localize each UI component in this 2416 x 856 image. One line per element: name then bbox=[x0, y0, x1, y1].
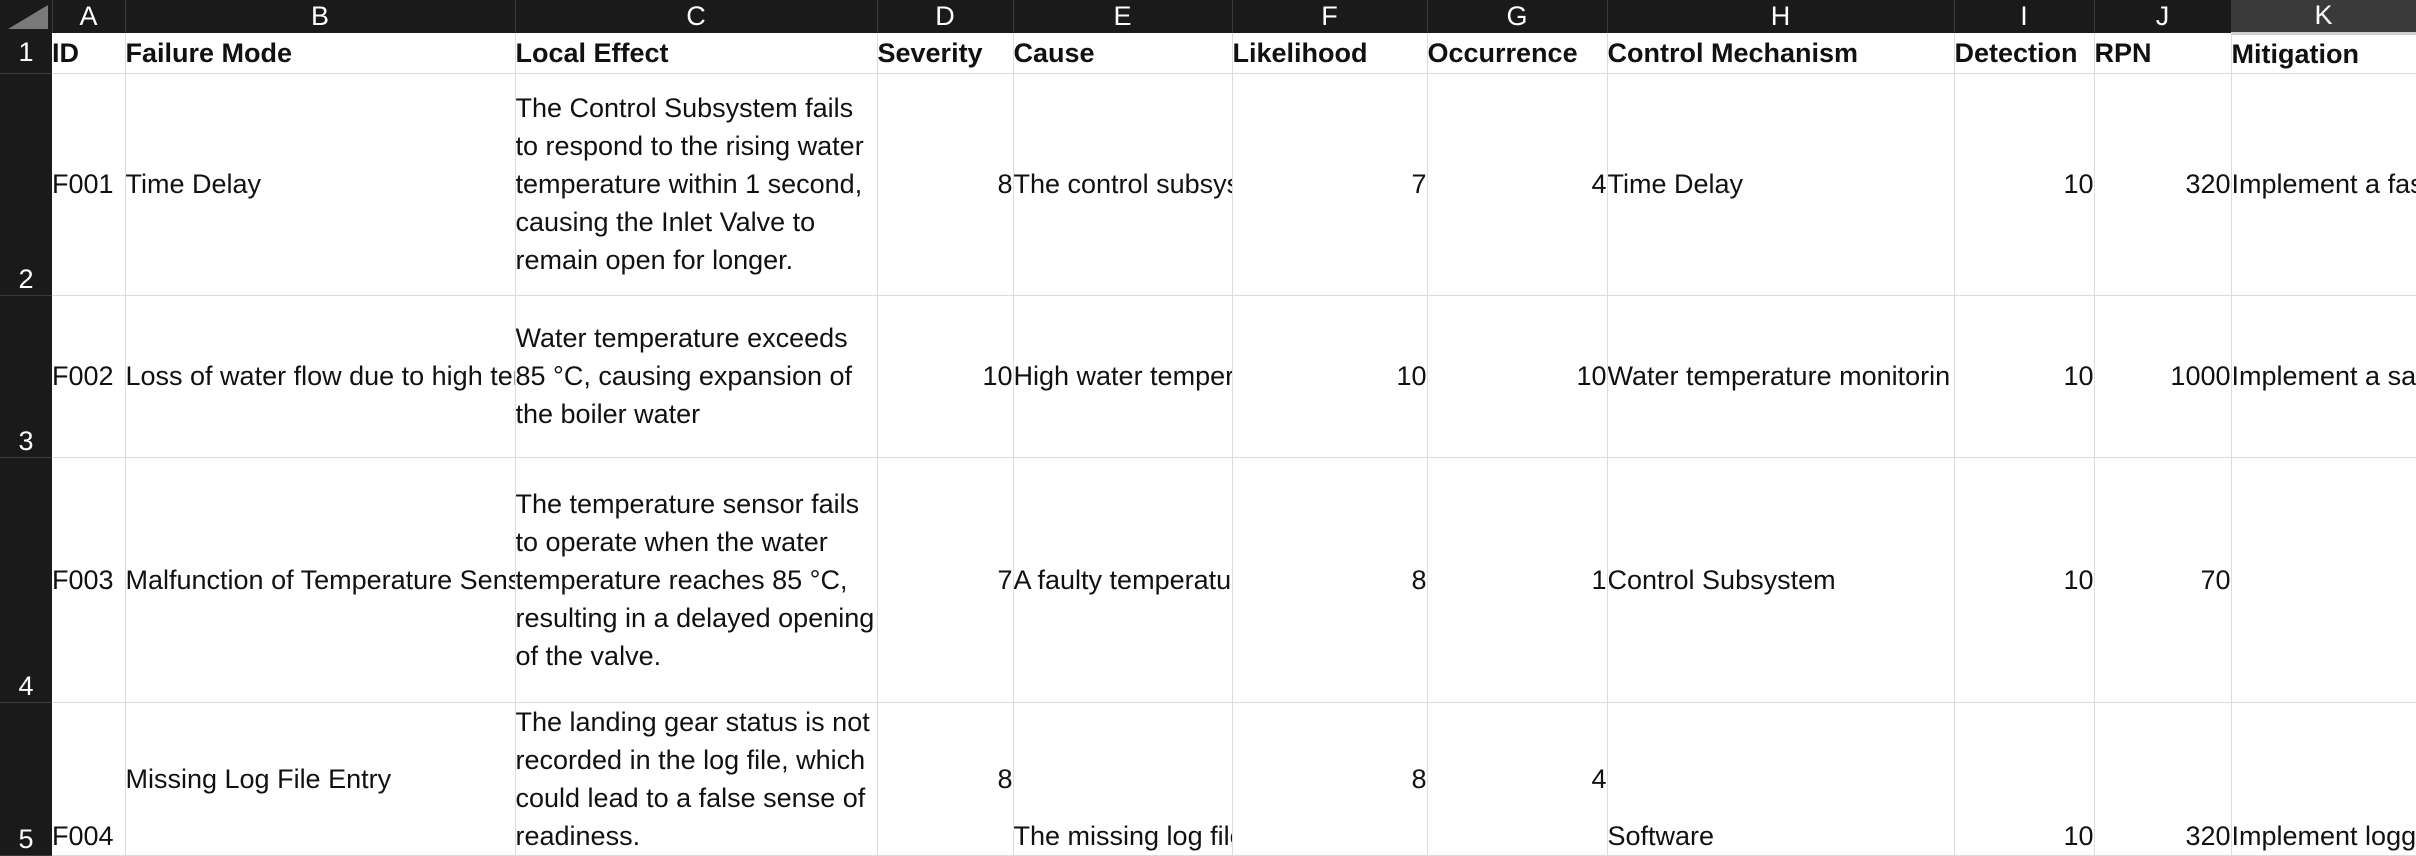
cell-occurrence[interactable]: 10 bbox=[1427, 295, 1608, 458]
column-header-row: A B C D E F G H I J K bbox=[0, 0, 2416, 35]
cell-control-mechanism[interactable]: Water temperature monitorin bbox=[1607, 295, 1955, 458]
table-row: 2 F001 Time Delay The Control Subsystem … bbox=[0, 73, 2416, 296]
row-header-1[interactable]: 1 bbox=[0, 33, 52, 74]
cell-occurrence[interactable]: 4 bbox=[1427, 702, 1608, 856]
column-header-c[interactable]: C bbox=[515, 0, 878, 33]
cell-occurrence[interactable]: 1 bbox=[1427, 457, 1608, 703]
cell-id[interactable]: F001 bbox=[52, 73, 126, 296]
header-cell-rpn[interactable]: RPN bbox=[2094, 33, 2232, 74]
header-cell-detection[interactable]: Detection bbox=[1954, 33, 2095, 74]
column-header-j[interactable]: J bbox=[2094, 0, 2232, 33]
cell-mitigation[interactable] bbox=[2231, 457, 2416, 703]
cell-detection[interactable]: 10 bbox=[1954, 73, 2095, 296]
row-header-5[interactable]: 5 bbox=[0, 702, 52, 856]
row-header-4[interactable]: 4 bbox=[0, 457, 52, 703]
cell-failure-mode[interactable]: Missing Log File Entry bbox=[125, 702, 516, 856]
cell-rpn[interactable]: 320 bbox=[2094, 702, 2232, 856]
cell-detection[interactable]: 10 bbox=[1954, 295, 2095, 458]
column-header-f[interactable]: F bbox=[1232, 0, 1428, 33]
cell-severity[interactable]: 10 bbox=[877, 295, 1014, 458]
table-row: 4 F003 Malfunction of Temperature Sens T… bbox=[0, 457, 2416, 703]
cell-detection[interactable]: 10 bbox=[1954, 457, 2095, 703]
table-row: 3 F002 Loss of water flow due to high te… bbox=[0, 295, 2416, 458]
select-all-triangle-icon bbox=[7, 5, 48, 29]
cell-occurrence[interactable]: 4 bbox=[1427, 73, 1608, 296]
header-cell-local-effect[interactable]: Local Effect bbox=[515, 33, 878, 74]
header-cell-occurrence[interactable]: Occurrence bbox=[1427, 33, 1608, 74]
cell-id[interactable]: F003 bbox=[52, 457, 126, 703]
cell-cause[interactable]: The missing log file bbox=[1013, 702, 1233, 856]
cell-local-effect[interactable]: The landing gear status is not recorded … bbox=[515, 702, 878, 856]
header-cell-failure-mode[interactable]: Failure Mode bbox=[125, 33, 516, 74]
row-header-2[interactable]: 2 bbox=[0, 73, 52, 296]
row-header-3[interactable]: 3 bbox=[0, 295, 52, 458]
cell-severity[interactable]: 8 bbox=[877, 702, 1014, 856]
cell-failure-mode[interactable]: Time Delay bbox=[125, 73, 516, 296]
header-cell-severity[interactable]: Severity bbox=[877, 33, 1014, 74]
cell-local-effect[interactable]: The Control Subsystem fails to respond t… bbox=[515, 73, 878, 296]
select-all-corner[interactable] bbox=[0, 0, 53, 33]
cell-likelihood[interactable]: 8 bbox=[1232, 702, 1428, 856]
cell-cause[interactable]: A faulty temperatu bbox=[1013, 457, 1233, 703]
cell-id[interactable]: F004 bbox=[52, 702, 126, 856]
cell-failure-mode[interactable]: Malfunction of Temperature Sens bbox=[125, 457, 516, 703]
column-header-i[interactable]: I bbox=[1954, 0, 2095, 33]
cell-likelihood[interactable]: 10 bbox=[1232, 295, 1428, 458]
cell-severity[interactable]: 7 bbox=[877, 457, 1014, 703]
cell-rpn[interactable]: 70 bbox=[2094, 457, 2232, 703]
cell-mitigation[interactable]: Implement a saf bbox=[2231, 295, 2416, 458]
cell-control-mechanism[interactable]: Time Delay bbox=[1607, 73, 1955, 296]
cell-control-mechanism[interactable]: Software bbox=[1607, 702, 1955, 856]
cell-control-mechanism[interactable]: Control Subsystem bbox=[1607, 457, 1955, 703]
header-cell-control-mechanism[interactable]: Control Mechanism bbox=[1607, 33, 1955, 74]
header-cell-likelihood[interactable]: Likelihood bbox=[1232, 33, 1428, 74]
cell-cause[interactable]: The control subsys bbox=[1013, 73, 1233, 296]
column-header-d[interactable]: D bbox=[877, 0, 1014, 33]
cell-mitigation[interactable]: Implement a fas bbox=[2231, 73, 2416, 296]
column-header-g[interactable]: G bbox=[1427, 0, 1608, 33]
cell-cause[interactable]: High water temper bbox=[1013, 295, 1233, 458]
cell-local-effect[interactable]: The temperature sensor fails to operate … bbox=[515, 457, 878, 703]
table-row: 1 ID Failure Mode Local Effect Severity … bbox=[0, 33, 2416, 74]
cell-likelihood[interactable]: 8 bbox=[1232, 457, 1428, 703]
cell-mitigation[interactable]: Implement logg bbox=[2231, 702, 2416, 856]
cell-rpn[interactable]: 320 bbox=[2094, 73, 2232, 296]
column-header-a[interactable]: A bbox=[52, 0, 126, 33]
header-cell-id[interactable]: ID bbox=[52, 33, 126, 74]
cell-likelihood[interactable]: 7 bbox=[1232, 73, 1428, 296]
column-header-e[interactable]: E bbox=[1013, 0, 1233, 33]
header-cell-cause[interactable]: Cause bbox=[1013, 33, 1233, 74]
header-cell-mitigation[interactable]: Mitigation bbox=[2231, 33, 2416, 74]
cell-id[interactable]: F002 bbox=[52, 295, 126, 458]
cell-severity[interactable]: 8 bbox=[877, 73, 1014, 296]
cell-failure-mode[interactable]: Loss of water flow due to high tem bbox=[125, 295, 516, 458]
cell-rpn[interactable]: 1000 bbox=[2094, 295, 2232, 458]
cell-local-effect[interactable]: Water temperature exceeds 85 °C, causing… bbox=[515, 295, 878, 458]
column-header-h[interactable]: H bbox=[1607, 0, 1955, 33]
column-header-k[interactable]: K bbox=[2231, 0, 2416, 35]
column-header-b[interactable]: B bbox=[125, 0, 516, 33]
cell-detection[interactable]: 10 bbox=[1954, 702, 2095, 856]
table-row: 5 F004 Missing Log File Entry The landin… bbox=[0, 702, 2416, 856]
